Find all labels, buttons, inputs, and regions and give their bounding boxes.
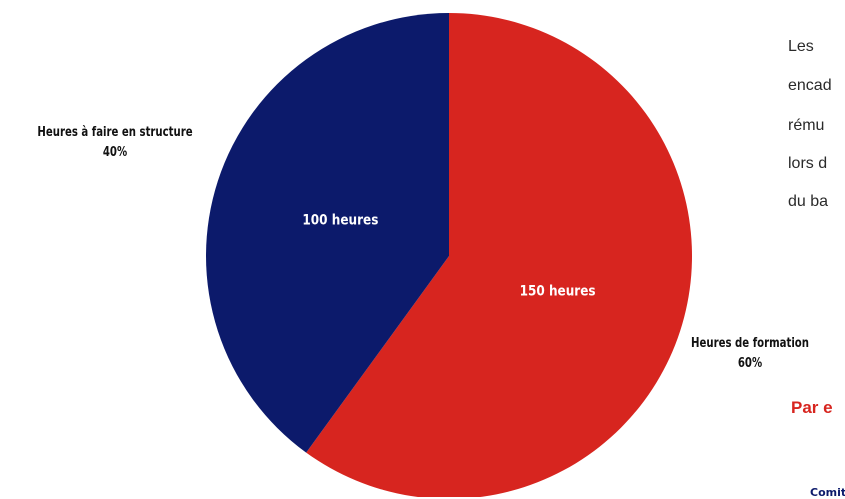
slice-formation <box>306 13 692 497</box>
structure-outer-label: Heures à faire en structure 40% <box>25 123 204 163</box>
body-line-3: rému <box>788 117 825 134</box>
formation-percent: 60% <box>737 356 763 371</box>
formation-outer-label: Heures de formation 60% <box>672 334 828 374</box>
structure-name: Heures à faire en structure <box>37 125 193 140</box>
body-line-4: lors d <box>788 155 828 172</box>
label-formation-hours: 150 heures <box>520 283 596 299</box>
slice-structure <box>206 13 449 453</box>
formation-name: Heures de formation <box>691 336 809 351</box>
label-structure-hours: 100 heures <box>302 213 378 229</box>
footer-fragment: Comit <box>810 486 845 499</box>
body-line-2: encad <box>788 77 832 94</box>
body-line-5: du ba <box>788 193 829 210</box>
structure-percent: 40% <box>102 145 128 160</box>
highlight-text: Par e <box>791 398 833 417</box>
body-line-1: Les <box>788 38 814 55</box>
